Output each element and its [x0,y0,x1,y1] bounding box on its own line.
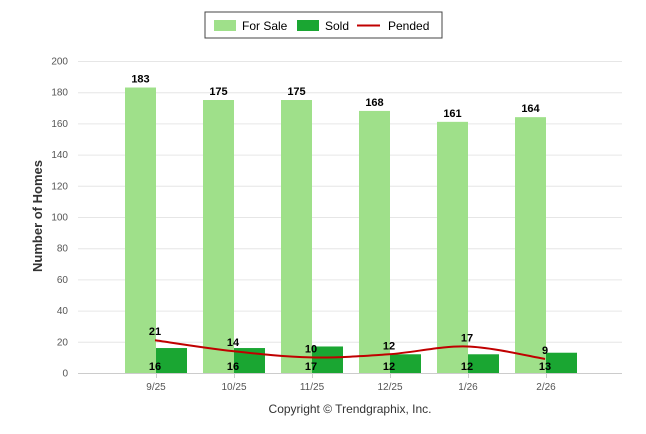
bar-sold [468,354,499,373]
pended-line [154,339,546,360]
bar-for-sale [359,110,390,374]
bar-for-sale [437,121,468,373]
bar-for-sale [125,87,156,374]
y-tick-label: 60 [57,275,69,286]
x-tick-label: 12/25 [377,382,402,393]
x-tick-label: 10/25 [221,382,246,393]
y-tick-label: 40 [57,306,69,317]
data-label-for-sale: 168 [365,97,383,109]
data-label-pended: 17 [461,332,473,344]
data-label-pended: 10 [305,343,317,355]
data-label-sold: 12 [383,361,395,373]
x-tick-label: 1/26 [458,382,478,393]
y-tick-label: 100 [51,213,68,224]
data-label-for-sale: 183 [131,74,149,86]
data-label-for-sale: 164 [521,103,540,115]
legend-box [204,11,443,39]
y-axis-ticks: 0 20 40 60 80 100 120 140 160 180 200 [51,57,68,380]
y-tick-label: 0 [62,369,68,380]
data-labels: 183 16 175 16 175 17 168 12 161 12 164 13 21 14 10 12 17… [131,74,551,373]
bars [125,87,577,374]
y-tick-label: 180 [51,88,68,99]
data-label-pended: 14 [227,337,240,349]
copyright-text: Copyright © Trendgraphix, Inc. [269,402,432,416]
data-label-sold: 17 [305,361,317,373]
x-tick-label: 9/25 [146,382,166,393]
y-tick-label: 20 [57,337,69,348]
y-tick-label: 160 [51,119,68,130]
legend: For Sale Sold Pended [204,11,443,39]
bar-sold [312,346,343,373]
bar-for-sale [281,100,312,373]
data-label-sold: 16 [227,361,239,373]
data-label-for-sale: 175 [209,86,227,98]
x-axis-ticks: 9/25 10/25 11/25 12/25 1/26 2/26 [146,373,556,393]
data-label-pended: 21 [149,326,161,338]
y-tick-label: 200 [51,57,68,68]
bar-sold [156,348,187,373]
data-label-pended: 9 [542,345,548,357]
legend-label-sold: Sold [325,19,349,33]
legend-label-for-sale: For Sale [242,19,288,33]
bar-sold [390,354,421,373]
x-tick-label: 2/26 [536,382,556,393]
bar-for-sale [203,100,234,373]
legend-swatch-for-sale [214,20,236,31]
data-label-for-sale: 161 [443,108,461,120]
y-tick-label: 120 [51,181,68,192]
y-tick-label: 140 [51,150,68,161]
data-label-sold: 12 [461,361,473,373]
data-label-sold: 13 [539,361,551,373]
y-axis-label: Number of Homes [30,160,45,272]
data-label-for-sale: 175 [287,86,305,98]
bar-sold [546,352,577,373]
legend-label-pended: Pended [388,19,429,33]
data-label-pended: 12 [383,340,395,352]
y-tick-label: 80 [57,244,69,255]
pended-line-path [154,339,546,360]
bar-for-sale [515,117,546,373]
data-label-sold: 16 [149,361,161,373]
legend-swatch-sold [297,20,319,31]
x-tick-label: 11/25 [300,382,325,393]
